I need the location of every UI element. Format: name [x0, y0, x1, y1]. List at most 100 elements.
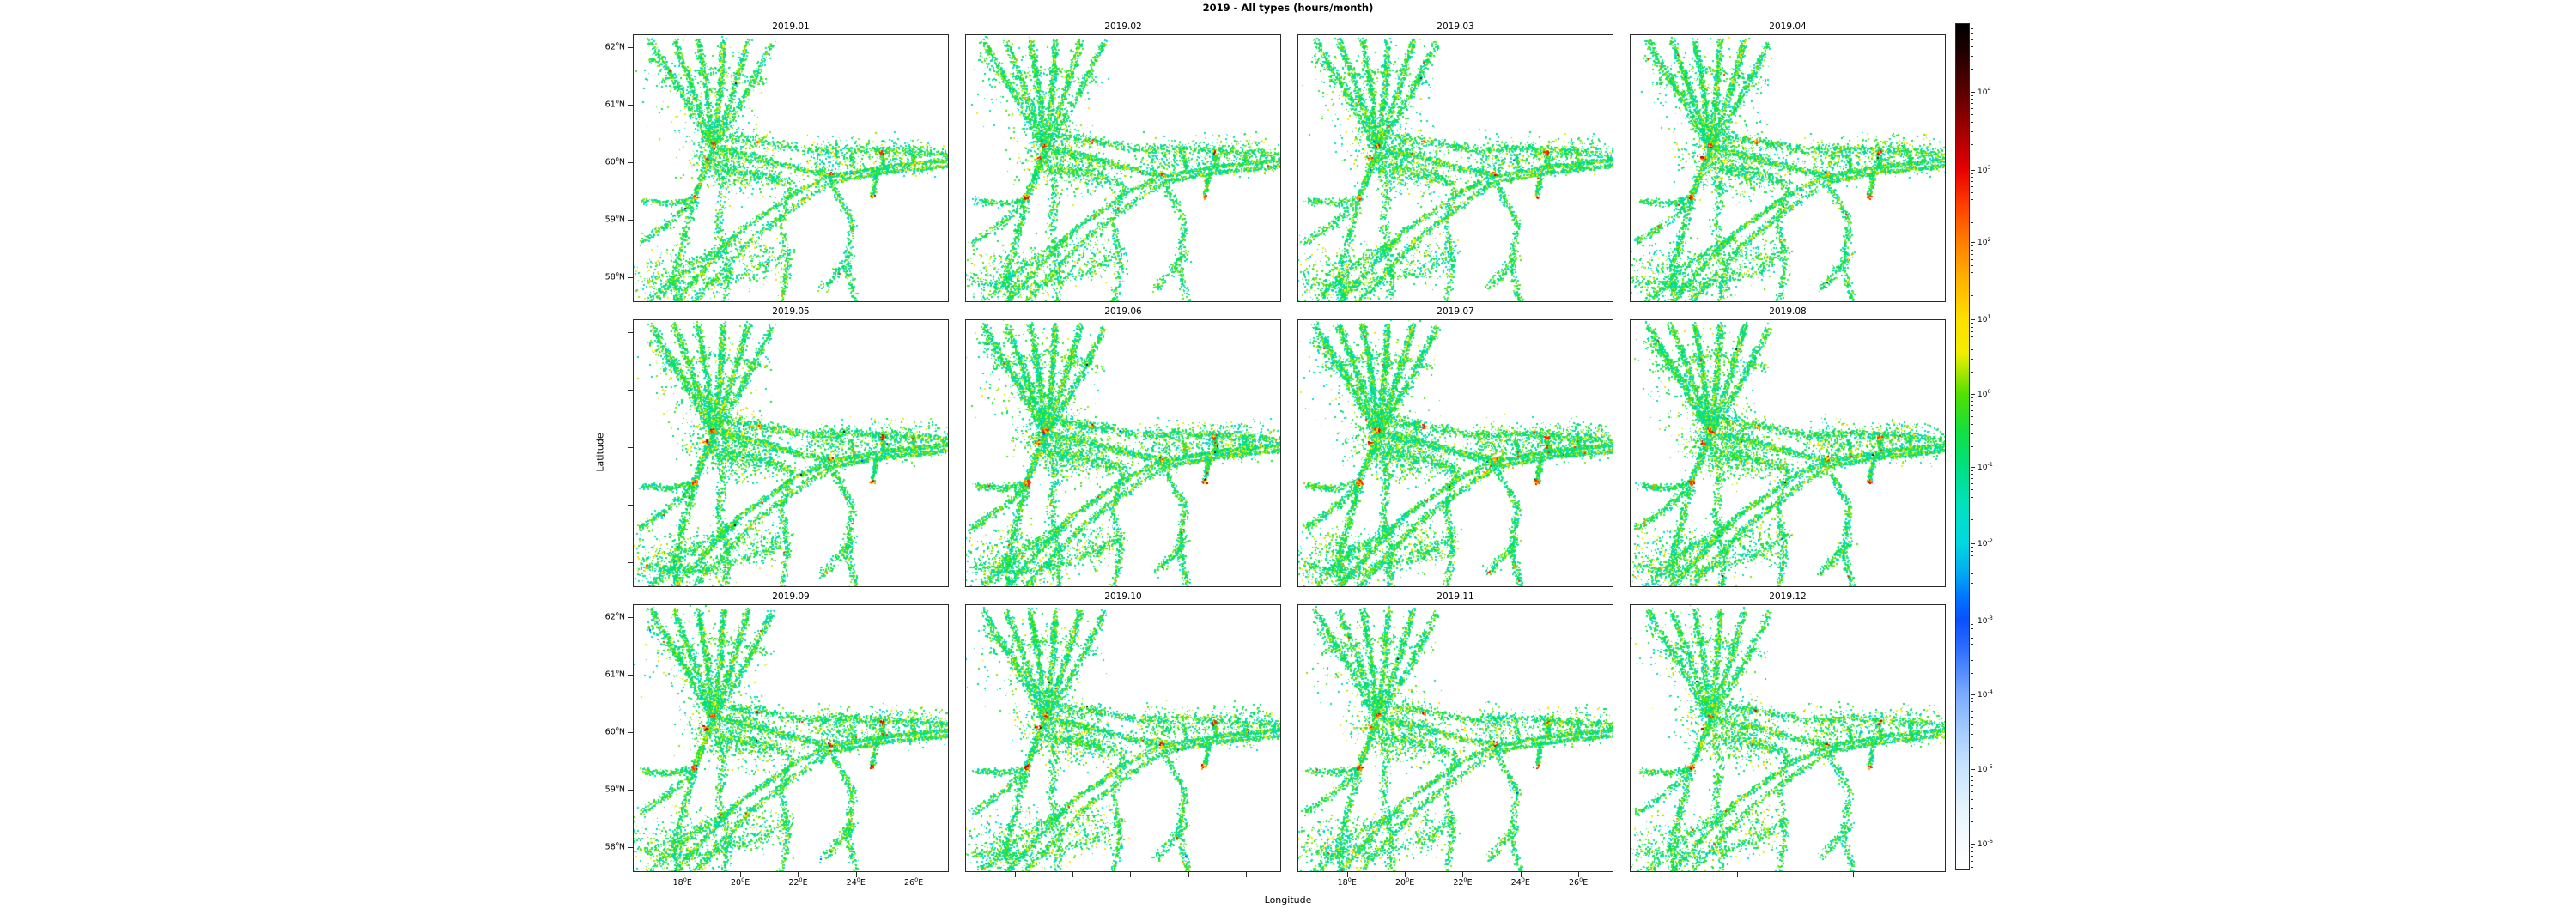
lon-tick-label: 260E: [1569, 876, 1589, 888]
lon-tick: [1130, 872, 1132, 877]
lat-tick: [628, 789, 633, 791]
colorbar-minor-tick: [1971, 264, 1973, 266]
colorbar-minor-tick: [1971, 144, 1973, 146]
lat-tick: [628, 161, 633, 163]
subplot-2019.04: 2019.04: [1630, 21, 1946, 302]
subplot-title: 2019.11: [1437, 591, 1474, 602]
lon-tick-label: 200E: [730, 876, 750, 888]
colorbar-major-tick: [1971, 393, 1975, 395]
colorbar-minor-tick: [1971, 478, 1973, 480]
lon-tick: [1852, 872, 1854, 877]
lat-tick-label: 610N: [605, 668, 625, 680]
lat-tick: [628, 390, 633, 391]
subplot-2019.11: 2019.11 180E 200E 220E 240E 260E: [1297, 591, 1613, 888]
lat-tick: [628, 446, 633, 448]
lon-tick: [1520, 872, 1522, 877]
lat-tick-label: 580N: [605, 270, 625, 282]
y-axis-label: Latitude: [594, 433, 606, 472]
colorbar-minor-tick: [1971, 258, 1973, 260]
map-canvas-2019.01: [633, 34, 949, 302]
colorbar-minor-tick: [1971, 821, 1973, 822]
colorbar-minor-tick: [1971, 624, 1973, 626]
colorbar-tick-label: 100: [1978, 387, 1991, 399]
colorbar-minor-tick: [1971, 785, 1973, 787]
colorbar-minor-tick: [1971, 855, 1973, 857]
colorbar-minor-tick: [1971, 717, 1973, 718]
subplot-2019.05: 2019.05: [628, 306, 949, 587]
colorbar-minor-tick: [1971, 847, 1973, 849]
figure-title: 2019 - All types (hours/month): [1202, 2, 1374, 14]
colorbar-minor-tick: [1971, 401, 1973, 403]
colorbar-minor-tick: [1971, 643, 1973, 645]
colorbar-minor-tick: [1971, 776, 1973, 778]
subplot-title: 2019.02: [1104, 21, 1142, 32]
lon-tick-label: 260E: [904, 876, 924, 888]
lat-tick-label: 600N: [605, 725, 625, 737]
subplot-2019.10: 2019.10: [965, 591, 1281, 877]
colorbar-minor-tick: [1971, 627, 1973, 629]
lon-tick: [1578, 872, 1580, 877]
subplot-2019.06: 2019.06: [965, 306, 1281, 587]
map-canvas-2019.05: [633, 319, 949, 587]
colorbar-minor-tick: [1971, 33, 1973, 34]
map-canvas-2019.08: [1630, 319, 1946, 587]
colorbar-minor-tick: [1971, 866, 1973, 868]
colorbar-minor-tick: [1971, 121, 1973, 123]
colorbar-minor-tick: [1971, 181, 1973, 183]
colorbar-minor-tick: [1971, 397, 1973, 398]
colorbar-minor-tick: [1971, 108, 1973, 110]
colorbar-minor-tick: [1971, 573, 1973, 575]
lat-tick-label: 590N: [605, 213, 625, 225]
colorbar-minor-tick: [1971, 747, 1973, 748]
lat-tick-label: 580N: [605, 840, 625, 852]
colorbar-minor-tick: [1971, 733, 1973, 735]
subplot-title: 2019.08: [1769, 306, 1807, 317]
map-canvas-2019.09: [633, 604, 949, 872]
subplot-title: 2019.12: [1769, 591, 1807, 602]
colorbar-minor-tick: [1971, 186, 1973, 188]
subplot-title: 2019.09: [772, 591, 810, 602]
colorbar-minor-tick: [1971, 245, 1973, 247]
lon-tick-label: 240E: [1510, 876, 1530, 888]
subplot-title: 2019.05: [772, 306, 810, 317]
lat-tick-label: 600N: [605, 155, 625, 167]
colorbar-minor-tick: [1971, 474, 1973, 476]
colorbar-minor-tick: [1971, 423, 1973, 425]
colorbar-minor-tick: [1971, 410, 1973, 412]
subplot-title: 2019.04: [1769, 21, 1807, 32]
colorbar-minor-tick: [1971, 372, 1973, 373]
colorbar-major-tick: [1971, 466, 1975, 468]
colorbar-minor-tick: [1971, 711, 1973, 712]
colorbar-major-tick: [1971, 768, 1975, 770]
lon-tick: [1346, 872, 1348, 877]
colorbar-minor-tick: [1971, 177, 1973, 179]
colorbar-minor-tick: [1971, 130, 1973, 132]
colorbar-minor-tick: [1971, 860, 1973, 862]
colorbar-minor-tick: [1971, 27, 1973, 29]
subplot-title: 2019.01: [772, 21, 810, 32]
colorbar-minor-tick: [1971, 173, 1973, 174]
colorbar-minor-tick: [1971, 199, 1973, 201]
colorbar-minor-tick: [1971, 673, 1973, 675]
lat-tick: [628, 219, 633, 221]
colorbar-minor-tick: [1971, 323, 1973, 324]
subplot-title: 2019.06: [1104, 306, 1142, 317]
subplot-2019.07: 2019.07: [1297, 306, 1613, 587]
lat-tick: [628, 731, 633, 733]
colorbar-minor-tick: [1971, 446, 1973, 448]
colorbar-minor-tick: [1971, 114, 1973, 116]
colorbar-minor-tick: [1971, 221, 1973, 223]
lon-tick-label: 180E: [672, 876, 692, 888]
lon-tick: [1462, 872, 1464, 877]
map-canvas-2019.12: [1630, 604, 1946, 872]
colorbar-minor-tick: [1971, 550, 1973, 552]
colorbar-tick-label: 103: [1978, 163, 1991, 175]
colorbar-minor-tick: [1971, 416, 1973, 418]
colorbar-minor-tick: [1971, 39, 1973, 40]
colorbar-minor-tick: [1971, 851, 1973, 852]
lat-tick: [628, 331, 633, 333]
colorbar-minor-tick: [1971, 583, 1973, 585]
colorbar-tick-label: 10-4: [1978, 688, 1993, 700]
colorbar-minor-tick: [1971, 554, 1973, 556]
map-canvas-2019.06: [965, 319, 1281, 587]
